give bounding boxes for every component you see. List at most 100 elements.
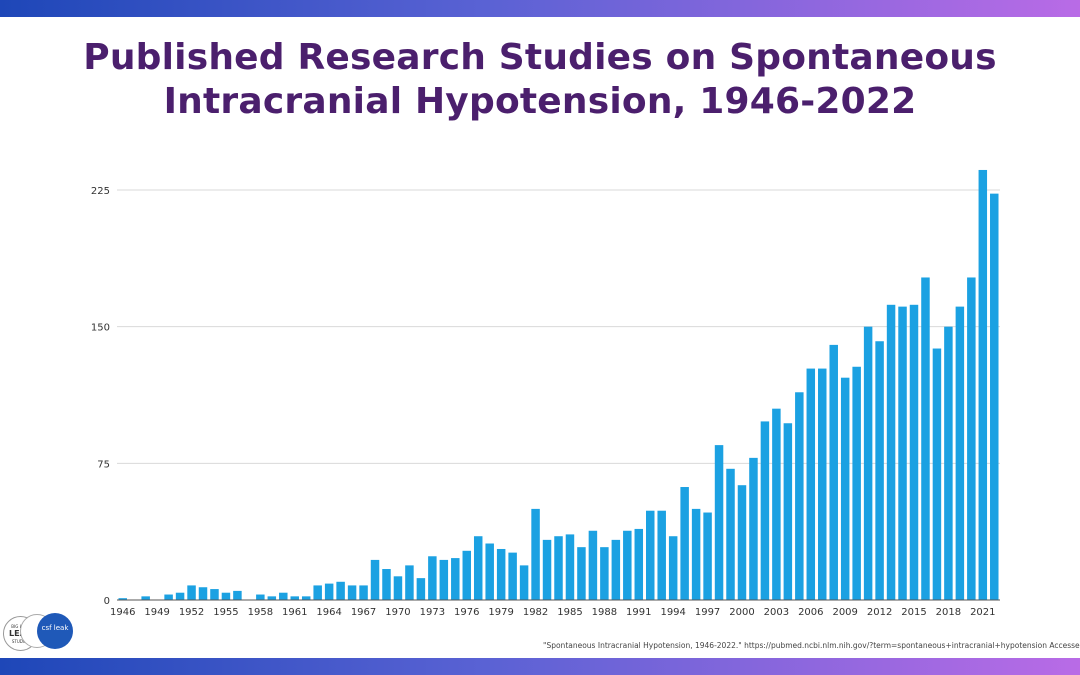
bar-1981 [519, 565, 529, 600]
bar-1985 [565, 534, 575, 600]
x-tick-label: 1976 [454, 607, 479, 618]
x-tick-label: 1973 [420, 607, 445, 618]
bar-1971 [405, 565, 414, 600]
x-tick-label: 1985 [557, 607, 582, 618]
bar-2018 [944, 326, 953, 600]
x-tick-label: 1955 [213, 607, 238, 618]
bar-2021 [978, 169, 988, 600]
bar-2016 [921, 277, 930, 600]
bar-1969 [382, 569, 391, 600]
bar-1960 [279, 592, 288, 600]
bar-1992 [646, 510, 655, 600]
x-tick-label: 1964 [316, 607, 341, 618]
x-tick-label: 1946 [110, 607, 135, 618]
bar-2007 [818, 368, 827, 600]
bar-1998 [714, 445, 724, 600]
bar-1959 [267, 596, 277, 600]
bar-1956 [233, 590, 242, 600]
x-tick-label: 1949 [144, 607, 169, 618]
bar-1982 [531, 508, 540, 600]
bar-1983 [542, 539, 552, 600]
x-tick-label: 1979 [488, 607, 513, 618]
bar-1948 [141, 596, 150, 600]
bar-2002 [760, 421, 770, 600]
bar-2020 [967, 277, 976, 600]
x-tick-label: 1997 [695, 607, 720, 618]
bar-1993 [657, 510, 666, 600]
bottom-gradient-band [0, 658, 1080, 675]
x-tick-label: 1994 [660, 607, 685, 618]
bar-1951 [175, 592, 185, 600]
bar-1970 [393, 576, 403, 600]
bar-1946 [118, 598, 127, 600]
x-tick-label: 2018 [936, 607, 961, 618]
bar-2022 [990, 193, 999, 600]
bar-1972 [416, 578, 426, 600]
bar-2010 [852, 366, 861, 600]
bar-1989 [611, 539, 621, 600]
y-tick-label: 75 [97, 459, 110, 470]
source-citation: "Spontaneous Intracranial Hypotension, 1… [543, 641, 1080, 650]
bar-2012 [875, 341, 884, 600]
bar-2009 [840, 377, 850, 600]
bar-1984 [554, 536, 563, 600]
x-tick-label: 1967 [351, 607, 376, 618]
bar-1987 [588, 530, 598, 600]
x-tick-label: 2003 [764, 607, 789, 618]
bar-1988 [600, 547, 609, 600]
bar-2017 [932, 348, 942, 600]
x-tick-label: 2015 [901, 607, 926, 618]
bar-1965 [336, 581, 345, 600]
bar-1995 [680, 487, 689, 600]
title-line-1: Published Research Studies on Spontaneou… [83, 37, 997, 78]
bar-1961 [290, 596, 299, 600]
bar-2004 [783, 423, 793, 600]
bar-1996 [691, 508, 701, 600]
title-line-2: Intracranial Hypotension, 1946-2022 [163, 81, 917, 122]
x-tick-label: 2000 [729, 607, 754, 618]
top-gradient-band [0, 0, 1080, 17]
bar-1950 [164, 594, 173, 600]
bar-1997 [703, 512, 712, 600]
bar-2006 [806, 368, 816, 600]
bar-2005 [795, 392, 804, 600]
x-tick-label: 1961 [282, 607, 307, 618]
bar-1991 [634, 528, 644, 600]
bar-1974 [439, 559, 449, 600]
x-tick-label: 2009 [832, 607, 857, 618]
bar-1980 [508, 552, 517, 600]
bar-1999 [726, 468, 735, 600]
bar-1977 [473, 536, 483, 600]
y-tick-label: 225 [91, 186, 110, 197]
chart-title: Published Research Studies on Spontaneou… [40, 36, 1040, 124]
y-tick-label: 150 [91, 323, 110, 334]
bar-1978 [485, 543, 494, 600]
bar-1994 [668, 536, 678, 600]
bar-1976 [462, 550, 472, 600]
bar-1967 [359, 585, 368, 600]
bar-2003 [772, 408, 781, 600]
bar-1958 [256, 594, 265, 600]
x-tick-label: 2021 [970, 607, 995, 618]
x-tick-label: 1952 [179, 607, 204, 618]
bar-chart: 0 75 150 225 1946 1949 1952 1955 1958 1961 1964 196… [91, 169, 1000, 618]
x-tick-label: 1958 [248, 607, 273, 618]
bar-1952 [187, 585, 196, 600]
bar-1990 [623, 530, 632, 600]
bar-1963 [313, 585, 322, 600]
x-tick-label: 1988 [592, 607, 617, 618]
x-tick-label: 2012 [867, 607, 892, 618]
x-tick-label: 1970 [385, 607, 410, 618]
bar-2001 [749, 457, 758, 600]
bar-1979 [496, 548, 506, 600]
bar-1966 [347, 585, 357, 600]
bar-1954 [210, 589, 219, 600]
csf-leak-logo: csf leak [37, 613, 73, 649]
bar-1968 [370, 559, 380, 600]
bar-1962 [301, 596, 311, 600]
bar-1973 [428, 556, 437, 600]
bar-2000 [737, 485, 747, 600]
bar-2013 [886, 304, 896, 600]
bar-1953 [198, 587, 208, 600]
bar-2008 [829, 344, 838, 600]
